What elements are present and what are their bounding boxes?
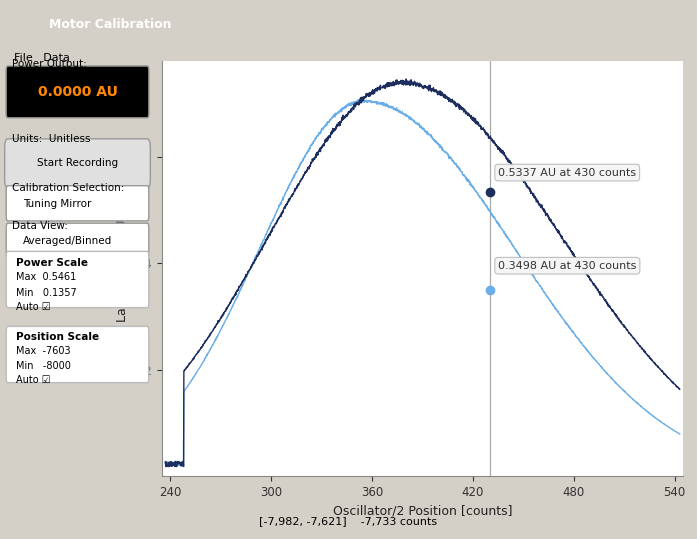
Text: Motor Calibration: Motor Calibration	[49, 18, 171, 31]
FancyBboxPatch shape	[6, 327, 148, 383]
Text: Start Recording: Start Recording	[37, 158, 118, 168]
FancyBboxPatch shape	[6, 251, 148, 308]
Text: Position Scale: Position Scale	[15, 331, 98, 342]
Text: Max  0.5461: Max 0.5461	[15, 272, 76, 282]
Text: File   Data: File Data	[14, 53, 70, 64]
Text: 0.3498 AU at 430 counts: 0.3498 AU at 430 counts	[498, 261, 636, 271]
Text: 0.5337 AU at 430 counts: 0.5337 AU at 430 counts	[498, 168, 636, 177]
Text: [-7,982, -7,621]    -7,733 counts: [-7,982, -7,621] -7,733 counts	[259, 516, 438, 526]
Text: Min   -8000: Min -8000	[15, 361, 70, 371]
Text: Calibration Selection:: Calibration Selection:	[13, 183, 125, 193]
Text: 0.0000 AU: 0.0000 AU	[38, 85, 117, 99]
Text: Min   0.1357: Min 0.1357	[15, 288, 76, 298]
FancyBboxPatch shape	[6, 186, 148, 221]
FancyBboxPatch shape	[6, 223, 148, 258]
Text: Auto ☑: Auto ☑	[15, 302, 50, 312]
Text: Tuning Mirror: Tuning Mirror	[23, 198, 91, 209]
Text: Power Scale: Power Scale	[15, 258, 88, 268]
Text: Power Output:: Power Output:	[13, 59, 87, 69]
Text: Max  -7603: Max -7603	[15, 346, 70, 356]
FancyBboxPatch shape	[6, 66, 148, 118]
FancyBboxPatch shape	[5, 139, 151, 188]
X-axis label: Oscillator/2 Position [counts]: Oscillator/2 Position [counts]	[332, 505, 512, 517]
Text: Averaged/Binned: Averaged/Binned	[23, 236, 112, 246]
Text: Auto ☑: Auto ☑	[15, 375, 50, 385]
Text: Units:  Unitless: Units: Unitless	[13, 134, 91, 144]
Y-axis label: Laser Power [AU]: Laser Power [AU]	[115, 215, 128, 322]
Text: Data View:: Data View:	[13, 220, 68, 231]
